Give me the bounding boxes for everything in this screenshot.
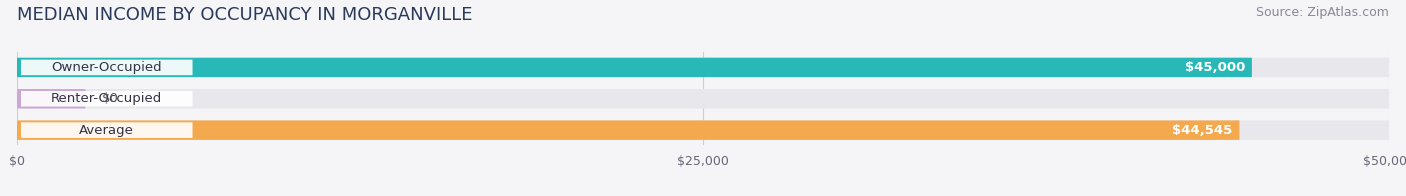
Text: $45,000: $45,000 [1185, 61, 1246, 74]
Text: Source: ZipAtlas.com: Source: ZipAtlas.com [1256, 6, 1389, 19]
Text: Renter-Occupied: Renter-Occupied [51, 92, 162, 105]
FancyBboxPatch shape [17, 89, 86, 109]
Text: Average: Average [79, 124, 134, 137]
Text: $44,545: $44,545 [1173, 124, 1233, 137]
FancyBboxPatch shape [21, 122, 193, 138]
FancyBboxPatch shape [17, 120, 1389, 140]
FancyBboxPatch shape [17, 120, 1240, 140]
FancyBboxPatch shape [17, 89, 1389, 109]
FancyBboxPatch shape [17, 58, 1251, 77]
FancyBboxPatch shape [17, 58, 1389, 77]
FancyBboxPatch shape [21, 91, 193, 107]
Text: $0: $0 [103, 92, 120, 105]
FancyBboxPatch shape [21, 60, 193, 75]
Text: Owner-Occupied: Owner-Occupied [52, 61, 162, 74]
Text: MEDIAN INCOME BY OCCUPANCY IN MORGANVILLE: MEDIAN INCOME BY OCCUPANCY IN MORGANVILL… [17, 6, 472, 24]
